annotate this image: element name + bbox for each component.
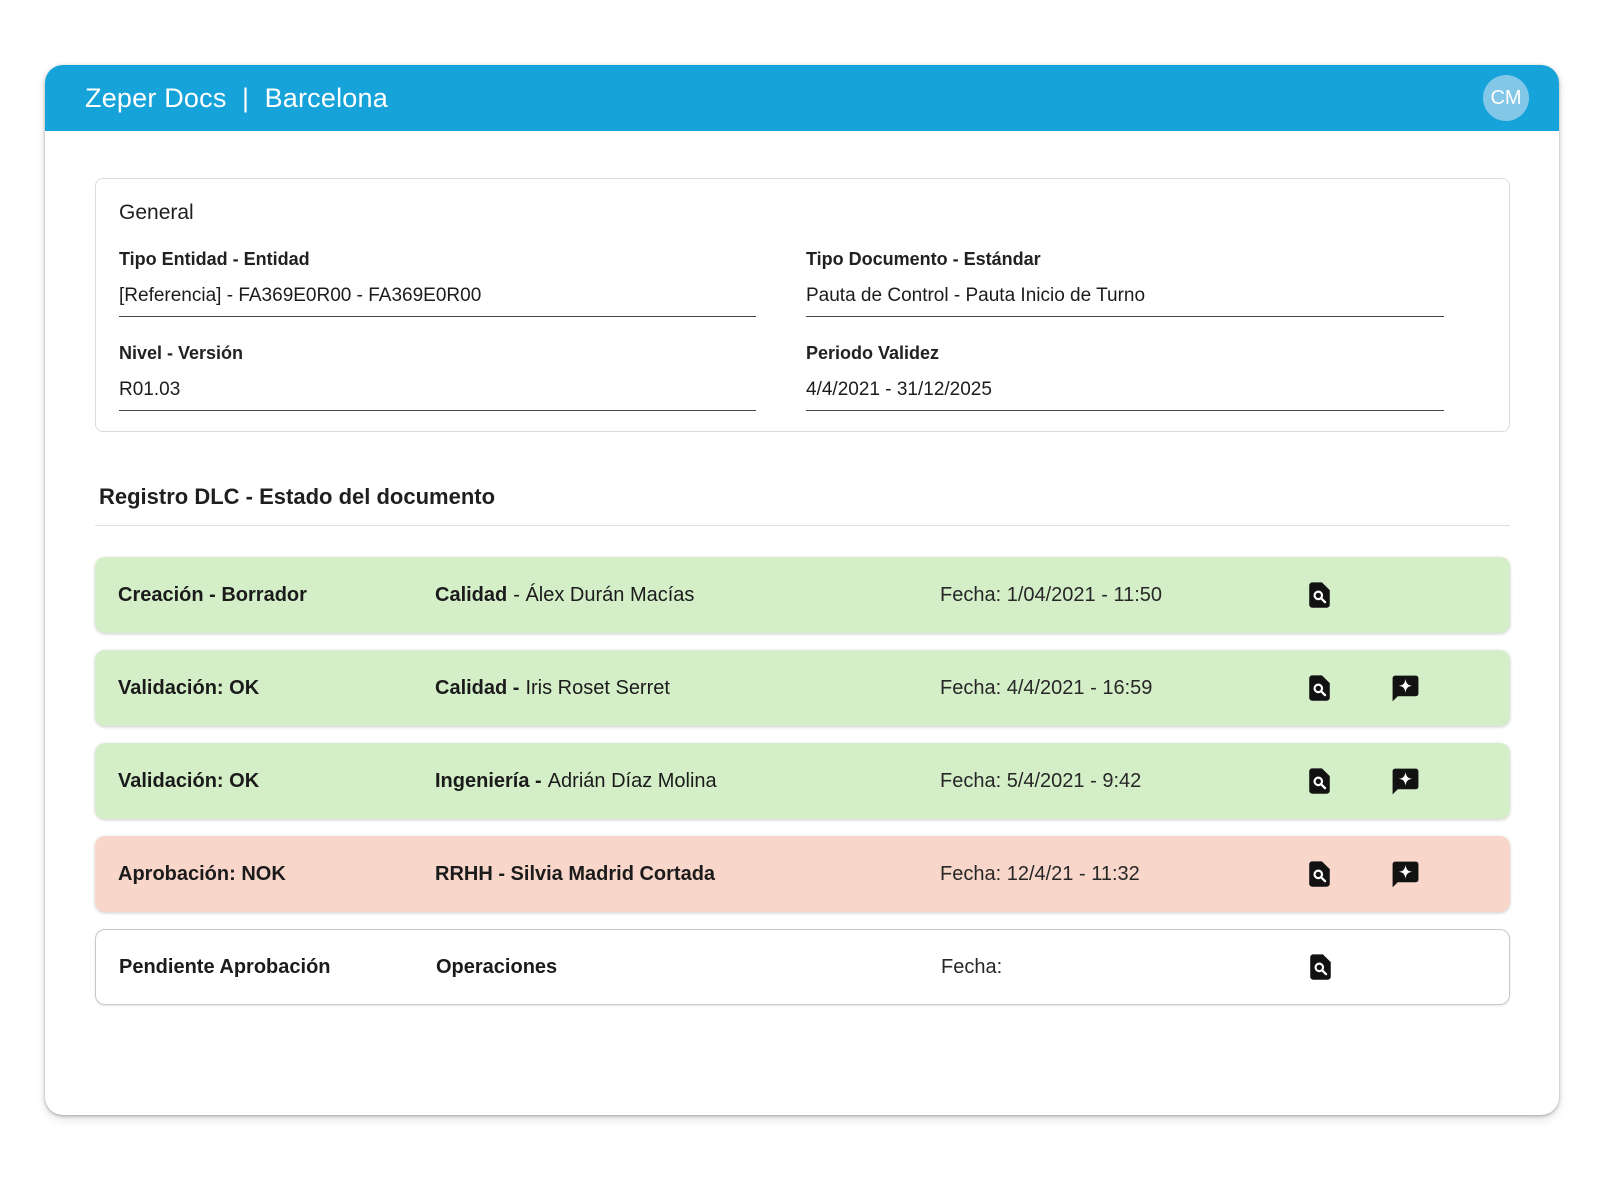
field-label: Tipo Documento - Estándar	[806, 249, 1041, 269]
document-search-icon[interactable]	[1305, 671, 1334, 705]
row-date-label: Fecha:	[941, 955, 1003, 978]
row-person-name: - Álex Durán Macías	[513, 583, 695, 606]
field-tipo-entidad: Tipo Entidad - Entidad [Referencia] - FA…	[119, 249, 756, 317]
row-person-label: Calidad - Iris Roset Serret	[435, 677, 940, 700]
row-status-label: Aprobación: NOK	[118, 862, 286, 885]
row-status-label: Validación: OK	[118, 769, 260, 792]
row-actions	[1305, 764, 1480, 798]
row-department: Calidad	[435, 583, 508, 606]
field-value-input[interactable]: Pauta de Control - Pauta Inicio de Turno	[806, 285, 1444, 317]
dlc-row-pendiente: Pendiente Aprobación Operaciones Fecha:	[95, 929, 1510, 1005]
section-divider	[95, 525, 1510, 526]
row-person-label: Calidad - Álex Durán Macías	[435, 584, 940, 607]
row-date-label: Fecha: 1/04/2021 - 11:50	[940, 583, 1163, 606]
row-person-label: RRHH - Silvia Madrid Cortada	[435, 863, 940, 886]
row-person-name: Iris Roset Serret	[525, 676, 670, 699]
field-value-input[interactable]: [Referencia] - FA369E0R00 - FA369E0R00	[119, 285, 756, 317]
registro-section-title: Registro DLC - Estado del documento	[99, 484, 496, 509]
dlc-row-validacion-calidad: Validación: OK Calidad - Iris Roset Serre…	[95, 650, 1510, 726]
dlc-row-creacion: Creación - Borrador Calidad - Álex Durán …	[95, 557, 1510, 633]
document-search-icon[interactable]	[1305, 578, 1334, 612]
card-body: General Tipo Entidad - Entidad [Referenc…	[45, 131, 1559, 1005]
row-department: Ingeniería -	[435, 769, 542, 792]
app-header: Zeper Docs | Barcelona CM	[45, 65, 1559, 131]
row-person-label: Ingeniería - Adrián Díaz Molina	[435, 770, 940, 793]
dlc-rows-list: Creación - Borrador Calidad - Álex Durán …	[95, 557, 1510, 1005]
document-search-icon[interactable]	[1306, 950, 1335, 984]
row-status-label: Creación - Borrador	[118, 583, 307, 606]
general-fields-grid: Tipo Entidad - Entidad [Referencia] - FA…	[119, 249, 1486, 411]
row-date-label: Fecha: 4/4/2021 - 16:59	[940, 676, 1153, 699]
document-search-icon[interactable]	[1305, 764, 1334, 798]
dlc-row-aprobacion-nok: Aprobación: NOK RRHH - Silvia Madrid Cor…	[95, 836, 1510, 912]
row-actions	[1306, 950, 1479, 984]
document-search-icon[interactable]	[1305, 857, 1334, 891]
comment-sparkle-icon[interactable]	[1390, 766, 1421, 797]
row-department: RRHH - Silvia Madrid Cortada	[435, 862, 716, 885]
field-value-input[interactable]: R01.03	[119, 379, 756, 411]
dlc-row-validacion-ingenieria: Validación: OK Ingeniería - Adrián Díaz M…	[95, 743, 1510, 819]
field-label: Tipo Entidad - Entidad	[119, 249, 310, 269]
document-card: Zeper Docs | Barcelona CM General Tipo E…	[45, 65, 1559, 1115]
general-section-title: General	[119, 201, 194, 224]
comment-sparkle-icon[interactable]	[1390, 859, 1421, 890]
field-tipo-documento: Tipo Documento - Estándar Pauta de Contr…	[806, 249, 1444, 317]
field-nivel-version: Nivel - Versión R01.03	[119, 343, 756, 411]
row-actions	[1305, 578, 1480, 612]
field-periodo-validez: Periodo Validez 4/4/2021 - 31/12/2025	[806, 343, 1444, 411]
row-actions	[1305, 671, 1480, 705]
field-label: Nivel - Versión	[119, 343, 244, 363]
general-section: General Tipo Entidad - Entidad [Referenc…	[95, 178, 1510, 432]
row-person-name: Adrián Díaz Molina	[547, 769, 717, 792]
user-avatar[interactable]: CM	[1483, 75, 1529, 121]
row-department: Calidad -	[435, 676, 520, 699]
row-status-label: Pendiente Aprobación	[119, 955, 331, 978]
row-actions	[1305, 857, 1480, 891]
row-status-label: Validación: OK	[118, 676, 260, 699]
row-department: Operaciones	[436, 955, 558, 978]
row-date-label: Fecha: 5/4/2021 - 9:42	[940, 769, 1142, 792]
field-label: Periodo Validez	[806, 343, 940, 363]
row-date-label: Fecha: 12/4/21 - 11:32	[940, 862, 1140, 885]
comment-sparkle-icon[interactable]	[1390, 673, 1421, 704]
field-value-input[interactable]: 4/4/2021 - 31/12/2025	[806, 379, 1444, 411]
app-title: Zeper Docs | Barcelona	[85, 82, 388, 113]
row-person-label: Operaciones	[436, 956, 941, 979]
